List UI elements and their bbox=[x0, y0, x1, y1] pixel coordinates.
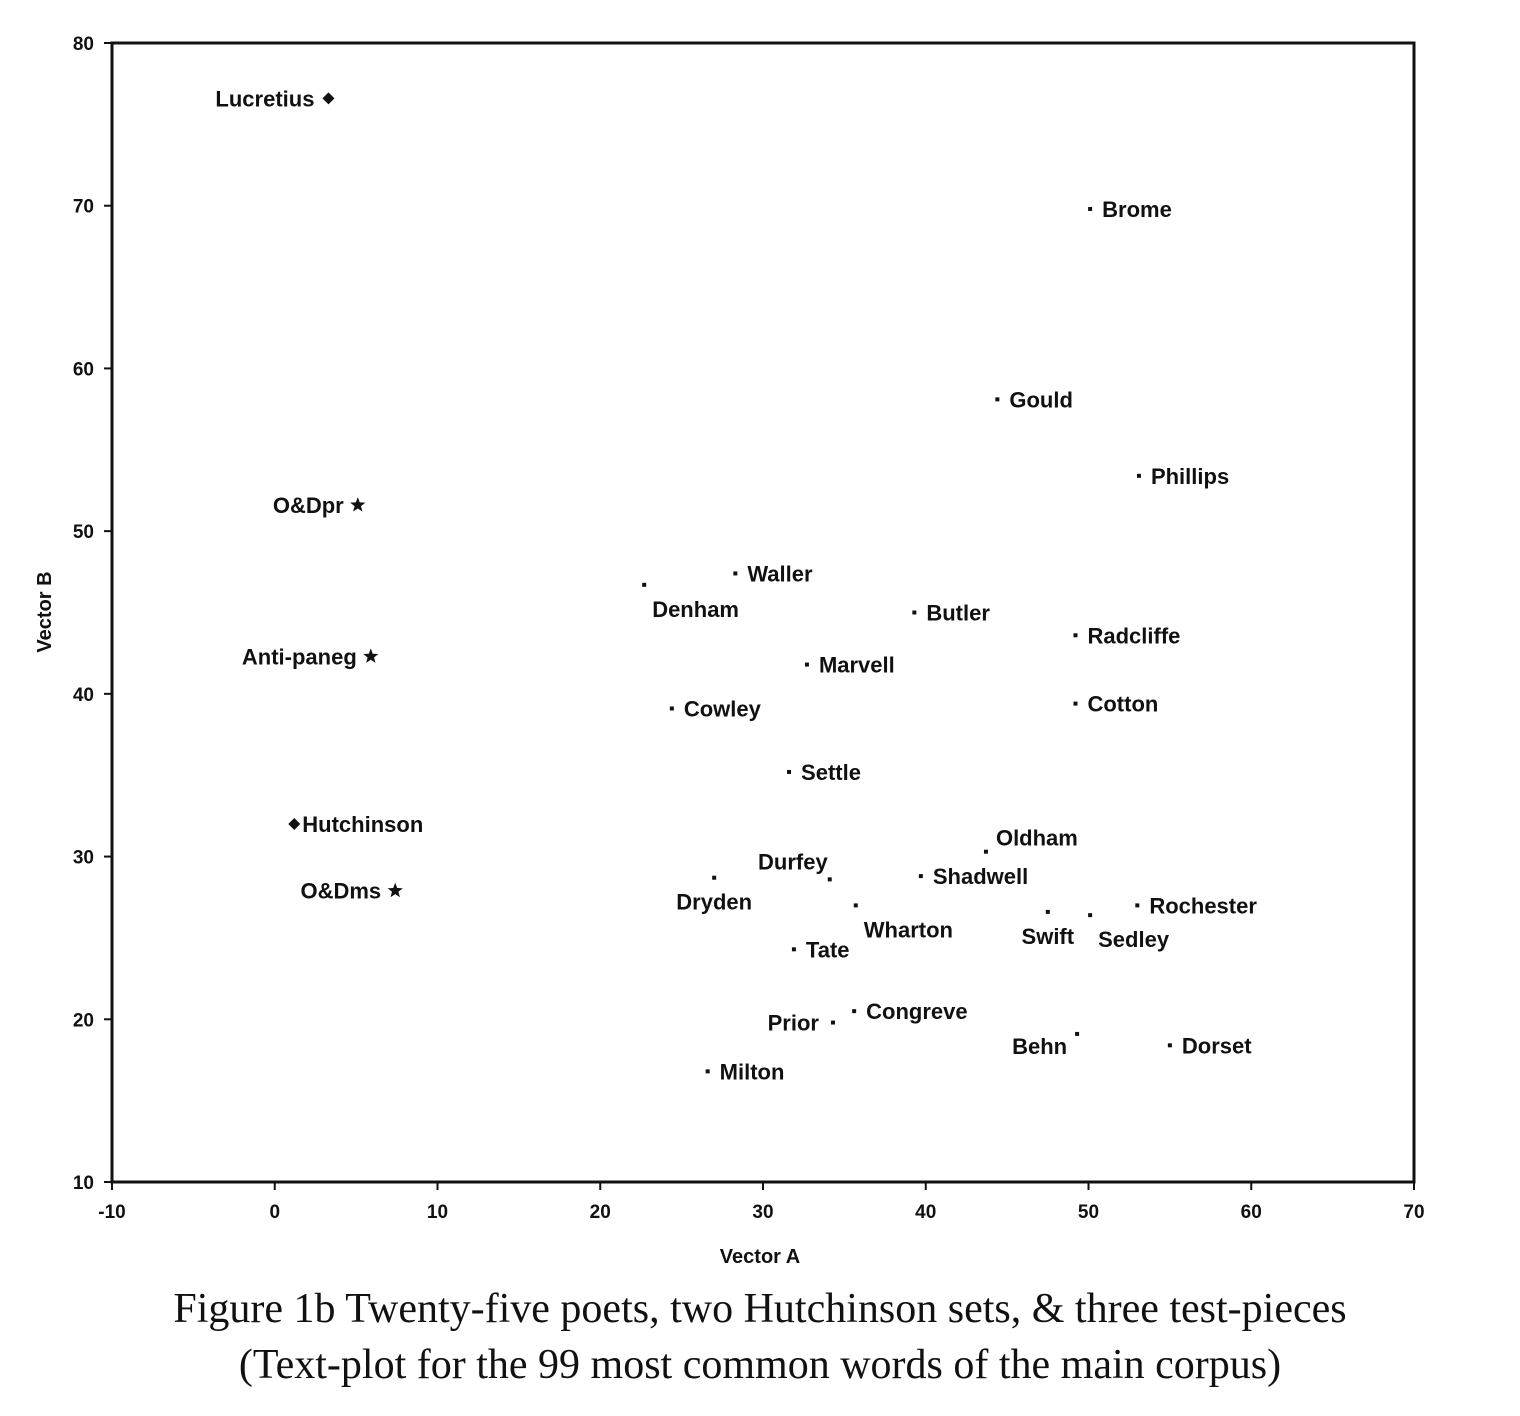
point-marker-butler bbox=[912, 610, 917, 615]
point-label-cotton: Cotton bbox=[1087, 692, 1158, 717]
point-label-rochester: Rochester bbox=[1149, 893, 1257, 918]
y-tick-label: 80 bbox=[73, 34, 94, 55]
point-label-milton: Milton bbox=[720, 1059, 785, 1084]
point-label-durfey: Durfey bbox=[758, 849, 828, 874]
point-label-butler: Butler bbox=[926, 601, 990, 626]
point-label-hutchinson: Hutchinson bbox=[302, 812, 423, 837]
y-tick-label: 60 bbox=[73, 359, 94, 380]
point-marker-tate bbox=[791, 947, 796, 952]
point-marker-lucretius bbox=[322, 92, 335, 105]
point-marker-congreve bbox=[852, 1009, 857, 1014]
point-marker-phillips bbox=[1136, 473, 1141, 478]
point-label-dorset: Dorset bbox=[1182, 1033, 1252, 1058]
point-marker-denham bbox=[642, 582, 647, 587]
point-label-radcliffe: Radcliffe bbox=[1087, 623, 1180, 648]
point-marker-swift bbox=[1045, 909, 1050, 914]
x-tick-label: 40 bbox=[915, 1202, 936, 1223]
y-tick-label: 70 bbox=[73, 197, 94, 218]
point-marker-gould bbox=[995, 397, 1000, 402]
point-label-behn: Behn bbox=[1012, 1034, 1067, 1059]
point-label-swift: Swift bbox=[1022, 924, 1075, 949]
y-tick-label: 40 bbox=[73, 685, 94, 706]
point-marker-milton bbox=[705, 1069, 710, 1074]
plot-frame bbox=[110, 41, 1416, 1184]
point-marker-o-dms bbox=[387, 882, 403, 898]
x-axis-label: Vector A bbox=[720, 1246, 800, 1268]
data-points: Lucretius O&Dpr Anti-paneg Hutchinson O&Dms B… bbox=[215, 86, 1257, 1084]
y-tick-label: 50 bbox=[73, 522, 94, 543]
x-tick-label: 70 bbox=[1403, 1202, 1424, 1223]
point-label-shadwell: Shadwell bbox=[933, 864, 1028, 889]
point-marker-sedley bbox=[1088, 913, 1093, 918]
point-marker-durfey bbox=[827, 877, 832, 882]
x-tick-label: 10 bbox=[427, 1202, 448, 1223]
point-label-brome: Brome bbox=[1102, 197, 1172, 222]
y-tick-label: 10 bbox=[73, 1173, 94, 1194]
point-marker-rochester bbox=[1135, 903, 1140, 908]
point-label-phillips: Phillips bbox=[1151, 464, 1229, 489]
point-label-prior: Prior bbox=[768, 1011, 820, 1036]
point-marker-brome bbox=[1088, 206, 1093, 211]
point-marker-shadwell bbox=[918, 874, 923, 879]
x-tick-label: 20 bbox=[590, 1202, 611, 1223]
y-tick-label: 30 bbox=[73, 848, 94, 869]
point-label-anti-paneg: Anti-paneg bbox=[242, 644, 357, 669]
x-tick-label: 50 bbox=[1078, 1202, 1099, 1223]
point-marker-marvell bbox=[804, 662, 809, 667]
point-marker-cowley bbox=[669, 706, 674, 711]
x-tick-label: 30 bbox=[752, 1202, 773, 1223]
point-marker-anti-paneg bbox=[363, 648, 379, 663]
point-label-sedley: Sedley bbox=[1098, 927, 1170, 952]
figure-caption-line2: (Text-plot for the 99 most common words … bbox=[238, 1342, 1282, 1388]
point-marker-prior bbox=[830, 1020, 835, 1025]
point-label-oldham: Oldham bbox=[996, 826, 1078, 851]
scatter-plot: -10 0 10 20 30 40 50 60 70 10 20 30 40 50 60 70 80 Vect… bbox=[34, 34, 1425, 1268]
x-tick-label: -10 bbox=[98, 1202, 125, 1223]
x-tick-label: 0 bbox=[269, 1202, 280, 1223]
y-axis-label: Vector B bbox=[34, 571, 56, 652]
y-tick-label: 20 bbox=[73, 1010, 94, 1031]
point-marker-settle bbox=[787, 769, 792, 774]
point-marker-o-dpr bbox=[350, 497, 366, 512]
point-label-o-dpr: O&Dpr bbox=[273, 493, 344, 518]
point-marker-oldham bbox=[983, 849, 988, 854]
point-label-gould: Gould bbox=[1009, 387, 1073, 412]
point-label-marvell: Marvell bbox=[819, 653, 895, 678]
point-marker-wharton bbox=[853, 903, 858, 908]
point-marker-waller bbox=[733, 571, 738, 576]
point-marker-hutchinson bbox=[288, 818, 301, 831]
point-label-dryden: Dryden bbox=[676, 890, 752, 915]
point-marker-dryden bbox=[712, 875, 717, 880]
point-marker-dorset bbox=[1167, 1043, 1172, 1048]
point-label-cowley: Cowley bbox=[684, 697, 762, 722]
point-marker-behn bbox=[1075, 1031, 1080, 1036]
point-label-denham: Denham bbox=[652, 597, 739, 622]
point-label-congreve: Congreve bbox=[866, 999, 967, 1024]
point-marker-radcliffe bbox=[1073, 633, 1078, 638]
x-axis: -10 0 10 20 30 40 50 60 70 bbox=[98, 1182, 1425, 1223]
figure-caption-line1: Figure 1b Twenty-five poets, two Hutchin… bbox=[173, 1286, 1347, 1332]
y-axis: 10 20 30 40 50 60 70 80 bbox=[73, 34, 112, 1194]
point-label-o-dms: O&Dms bbox=[300, 879, 381, 904]
point-label-settle: Settle bbox=[801, 760, 861, 785]
point-label-tate: Tate bbox=[806, 937, 850, 962]
point-label-lucretius: Lucretius bbox=[215, 86, 314, 111]
point-label-wharton: Wharton bbox=[864, 917, 953, 942]
point-marker-cotton bbox=[1073, 701, 1078, 706]
x-tick-label: 60 bbox=[1241, 1202, 1262, 1223]
point-label-waller: Waller bbox=[747, 561, 813, 586]
